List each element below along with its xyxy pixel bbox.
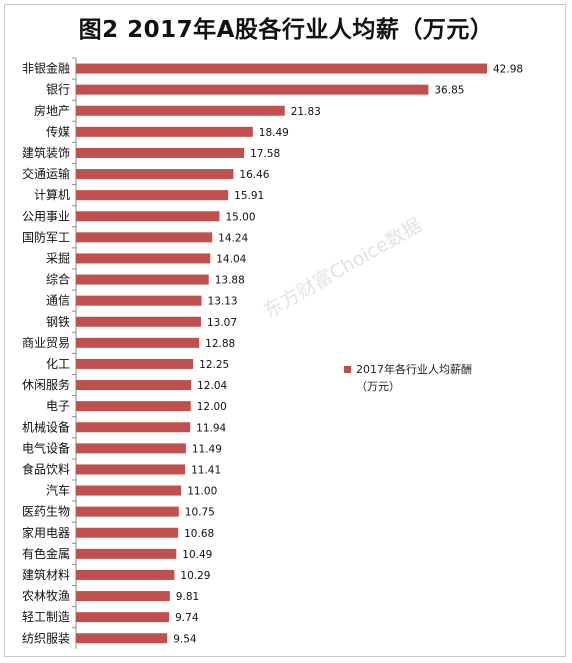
bar — [76, 126, 253, 137]
category-label: 综合 — [46, 272, 70, 287]
bar — [76, 105, 285, 116]
category-label: 电气设备 — [22, 440, 70, 455]
data-label: 14.04 — [216, 253, 246, 265]
bar — [76, 358, 194, 369]
category-label: 采掘 — [46, 250, 70, 265]
data-label: 9.54 — [173, 633, 197, 645]
bar — [76, 337, 200, 348]
category-label: 农林牧渔 — [22, 589, 70, 603]
category-label: 纺织服装 — [22, 631, 70, 645]
bar — [76, 316, 201, 327]
legend: 2017年各行业人均薪酬 （万元） — [344, 361, 472, 395]
data-label: 14.24 — [218, 232, 248, 244]
bar — [76, 443, 186, 454]
bar — [76, 633, 168, 644]
category-label: 建筑装饰 — [22, 145, 70, 160]
category-label: 商业贸易 — [22, 335, 70, 350]
chart-frame — [4, 4, 566, 657]
bar — [76, 253, 211, 264]
bar — [76, 147, 245, 158]
bar — [76, 232, 213, 243]
data-label: 10.49 — [182, 549, 212, 561]
legend-unit: （万元） — [356, 380, 400, 393]
category-label: 非银金融 — [22, 61, 70, 76]
bar — [76, 401, 191, 412]
bar — [76, 169, 234, 180]
category-label: 通信 — [46, 294, 70, 308]
category-label: 轻工制造 — [22, 610, 70, 624]
data-label: 10.75 — [185, 507, 215, 519]
category-label: 国防军工 — [22, 229, 70, 244]
data-label: 12.00 — [197, 401, 227, 413]
data-label: 17.58 — [250, 148, 280, 160]
category-label: 建筑材料 — [22, 567, 70, 582]
bar — [76, 612, 170, 623]
data-label: 9.74 — [175, 612, 199, 624]
data-label: 21.83 — [291, 106, 321, 118]
bar — [76, 295, 202, 306]
category-label: 食品饮料 — [22, 461, 70, 476]
data-label: 13.13 — [208, 296, 238, 308]
data-label: 11.41 — [191, 464, 221, 476]
category-label: 银行 — [46, 83, 70, 97]
data-label: 10.68 — [184, 528, 214, 540]
data-label: 10.29 — [180, 570, 210, 582]
category-label: 公用事业 — [22, 209, 70, 223]
bar — [76, 548, 177, 559]
bar — [76, 380, 192, 391]
category-label: 房地产 — [34, 103, 70, 118]
bar — [76, 190, 229, 201]
bar — [76, 274, 209, 285]
category-label: 有色金属 — [22, 546, 70, 561]
data-label: 42.98 — [493, 64, 523, 76]
data-label: 15.00 — [225, 211, 255, 223]
bar — [76, 464, 186, 475]
bar — [76, 211, 220, 222]
bar — [76, 506, 179, 517]
category-label: 传媒 — [46, 124, 70, 139]
category-label: 医药生物 — [22, 505, 70, 519]
data-label: 12.25 — [199, 359, 229, 371]
bar — [76, 84, 429, 95]
data-label: 12.88 — [205, 338, 235, 350]
bar — [76, 485, 182, 496]
category-label: 化工 — [46, 357, 70, 371]
data-label: 11.94 — [196, 422, 226, 434]
data-label: 13.88 — [215, 275, 245, 287]
category-label: 计算机 — [34, 187, 70, 202]
data-label: 18.49 — [259, 127, 289, 139]
category-label: 汽车 — [46, 483, 70, 498]
category-label: 钢铁 — [46, 315, 70, 329]
category-label: 电子 — [46, 399, 70, 413]
data-label: 12.04 — [197, 380, 227, 392]
data-label: 11.49 — [192, 443, 222, 455]
legend-swatch — [344, 365, 351, 373]
chart-title: 图2 2017年A股各行业人均薪（万元） — [78, 17, 494, 43]
data-label: 15.91 — [234, 190, 264, 202]
data-label: 16.46 — [239, 169, 269, 181]
data-label: 36.85 — [434, 85, 464, 97]
category-label: 家用电器 — [22, 525, 70, 540]
bar — [76, 569, 175, 580]
bar — [76, 63, 487, 74]
data-label: 13.07 — [207, 317, 237, 329]
bar — [76, 527, 179, 538]
data-label: 9.81 — [176, 591, 199, 603]
category-label: 交通运输 — [22, 166, 70, 181]
bar — [76, 591, 170, 602]
data-label: 11.00 — [187, 486, 217, 498]
bar — [76, 422, 191, 433]
legend-label: 2017年各行业人均薪酬 — [356, 363, 472, 376]
category-label: 机械设备 — [22, 419, 70, 434]
category-label: 休闲服务 — [22, 377, 70, 392]
